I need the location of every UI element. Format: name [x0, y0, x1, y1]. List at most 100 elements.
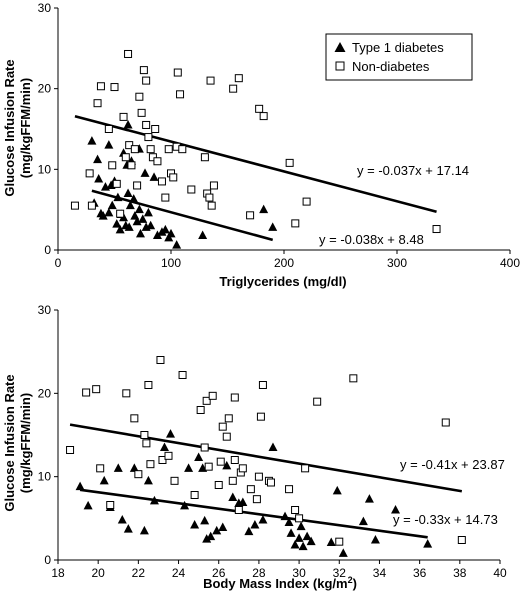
- point-non-diabetes: [142, 120, 151, 129]
- point-non-diabetes: [301, 464, 310, 473]
- axes: 0 100 200 300 400 0 10 20 30: [38, 1, 520, 270]
- point-non-diabetes: [208, 391, 217, 400]
- point-non-diabetes: [110, 83, 119, 92]
- point-type1: [152, 230, 162, 239]
- point-type1: [160, 224, 170, 234]
- point-non-diabetes: [349, 374, 358, 383]
- point-type1: [123, 188, 133, 198]
- point-non-diabetes: [108, 161, 117, 170]
- point-non-diabetes: [230, 393, 239, 402]
- point-non-diabetes: [164, 145, 173, 154]
- point-non-diabetes: [255, 104, 264, 113]
- point-non-diabetes: [96, 82, 105, 91]
- points: [70, 49, 441, 249]
- point-type1: [190, 520, 200, 529]
- point-type1: [143, 475, 153, 485]
- point-non-diabetes: [234, 74, 243, 83]
- x-tick-label: 20: [92, 566, 106, 580]
- point-non-diabetes: [229, 84, 238, 93]
- point-type1: [139, 525, 149, 535]
- point-type1: [258, 515, 268, 524]
- points: [66, 356, 466, 557]
- legend-label-non-diabetes: Non-diabetes: [352, 59, 430, 74]
- point-type1: [212, 525, 222, 535]
- x-tick-label: 40: [493, 566, 507, 580]
- point-type1: [134, 204, 144, 214]
- point-type1: [166, 429, 176, 438]
- point-type1: [296, 521, 306, 531]
- point-non-diabetes: [457, 536, 466, 544]
- point-type1: [107, 200, 117, 210]
- x-tick-label: 32: [333, 566, 347, 580]
- point-type1: [280, 511, 290, 521]
- point-non-diabetes: [93, 99, 102, 108]
- point-non-diabetes: [130, 414, 139, 423]
- x-tick-label: 400: [500, 256, 520, 270]
- point-non-diabetes: [216, 457, 225, 466]
- y-tick-label: 0: [44, 553, 51, 567]
- point-type1: [123, 119, 133, 129]
- point-non-diabetes: [133, 181, 142, 190]
- point-type1: [129, 194, 139, 203]
- point-non-diabetes: [157, 177, 166, 186]
- x-tick-label: 28: [252, 566, 266, 580]
- point-non-diabetes: [116, 209, 125, 218]
- point-non-diabetes: [139, 66, 148, 75]
- y-tick-label: 30: [38, 303, 52, 317]
- point-type1: [298, 541, 308, 551]
- point-type1: [140, 168, 150, 177]
- point-non-diabetes: [234, 506, 243, 514]
- trendline-type1: [91, 189, 274, 242]
- point-non-diabetes: [207, 201, 216, 210]
- x-tick-label: 24: [172, 566, 186, 580]
- point-type1: [113, 463, 123, 472]
- point-type1: [129, 463, 139, 472]
- point-type1: [259, 204, 269, 214]
- y-tick-label: 10: [38, 162, 52, 176]
- point-non-diabetes: [156, 356, 165, 364]
- point-non-diabetes: [190, 491, 199, 499]
- point-non-diabetes: [151, 125, 160, 133]
- point-type1: [194, 452, 204, 461]
- x-tick-label: 26: [212, 566, 226, 580]
- point-type1: [238, 497, 248, 506]
- point-non-diabetes: [224, 414, 233, 423]
- point-type1: [149, 495, 159, 505]
- point-non-diabetes: [137, 108, 146, 117]
- point-non-diabetes: [246, 485, 255, 494]
- y-tick-label: 30: [38, 1, 52, 15]
- legend-label-type1: Type 1 diabetes: [352, 40, 444, 55]
- point-type1: [125, 200, 135, 210]
- point-non-diabetes: [285, 158, 294, 167]
- trendlines: [69, 423, 463, 539]
- point-type1: [268, 222, 278, 231]
- fit-label-type1: y = -0.33x + 14.73: [393, 512, 498, 527]
- point-type1: [93, 154, 103, 164]
- fit-label-non-diabetes: y = -0.037x + 17.14: [357, 163, 469, 178]
- point-type1: [75, 481, 85, 491]
- point-non-diabetes: [256, 412, 265, 421]
- point-non-diabetes: [164, 451, 173, 460]
- point-type1: [87, 136, 97, 145]
- point-non-diabetes: [106, 501, 115, 509]
- axes: 18 20 22 24 26 28 30 32 34 36 38 40 0 10 20 30: [38, 303, 507, 580]
- point-type1: [113, 192, 123, 202]
- point-non-diabetes: [121, 153, 130, 162]
- point-type1: [104, 140, 114, 149]
- point-type1: [338, 548, 348, 557]
- point-type1: [104, 207, 114, 217]
- point-non-diabetes: [85, 169, 94, 178]
- x-tick-label: 18: [51, 566, 65, 580]
- point-type1: [364, 494, 374, 503]
- point-non-diabetes: [82, 388, 91, 397]
- point-type1: [370, 535, 380, 544]
- x-tick-label: 34: [373, 566, 387, 580]
- point-type1: [115, 224, 125, 234]
- point-non-diabetes: [238, 464, 247, 473]
- point-type1: [123, 524, 133, 533]
- point-type1: [149, 172, 159, 181]
- point-non-diabetes: [146, 145, 155, 154]
- point-non-diabetes: [153, 157, 162, 166]
- chart-triglycerides: Glucose Infusion Rate (mg/kgFFM/min) Tri…: [2, 1, 520, 289]
- point-non-diabetes: [148, 153, 157, 162]
